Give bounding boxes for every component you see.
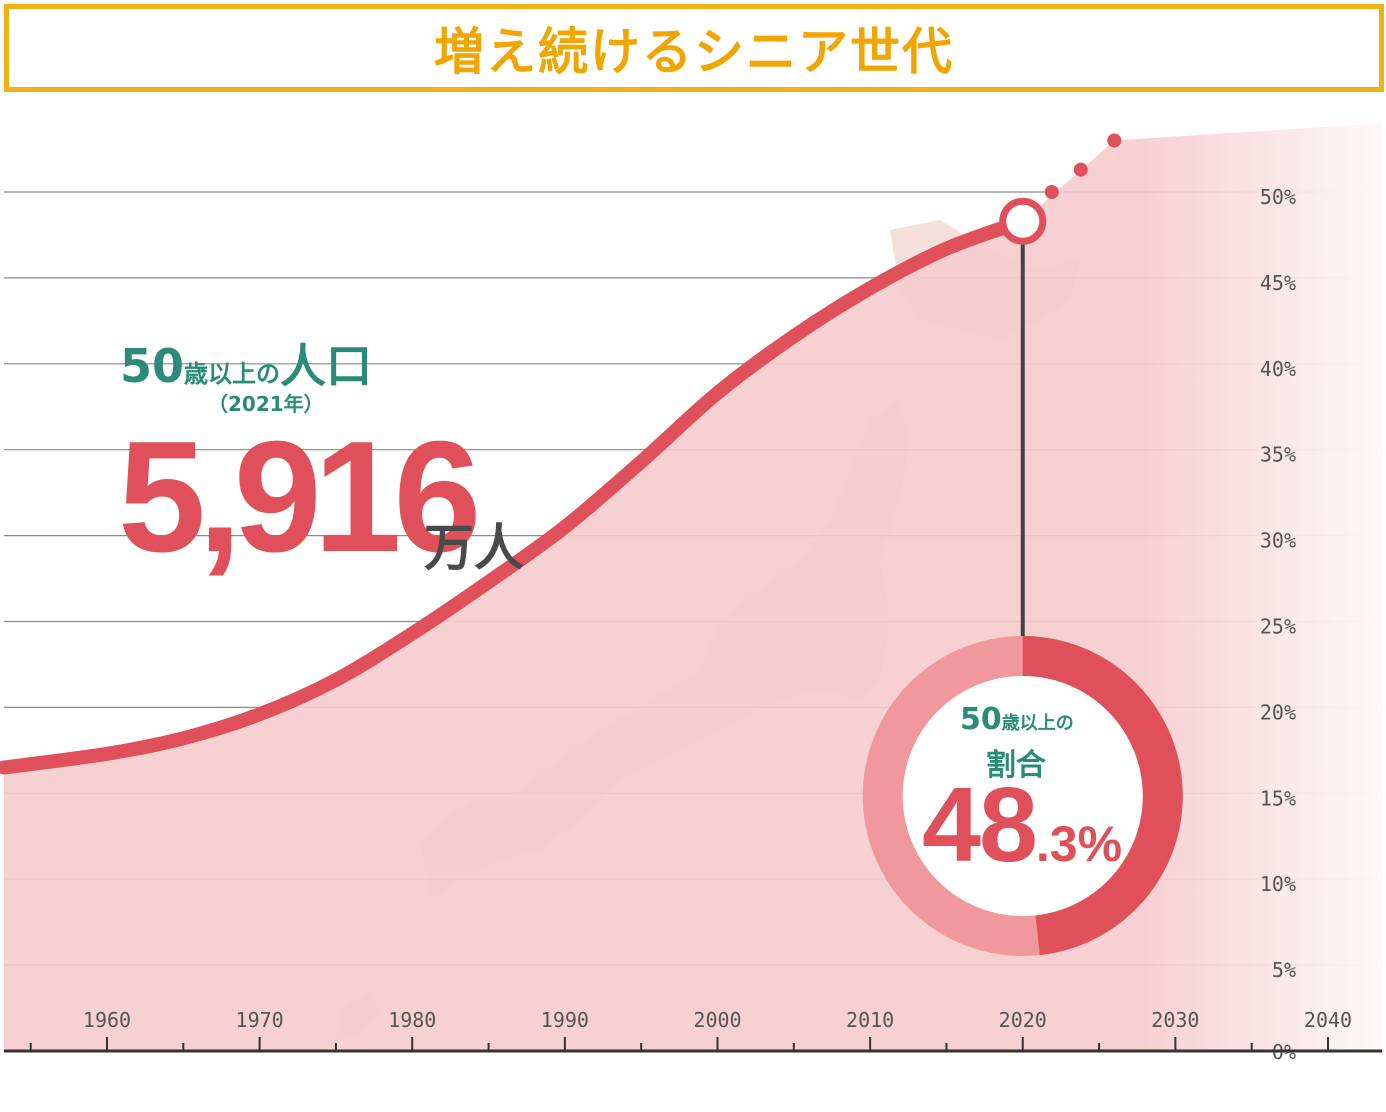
population-label: 50歳以上の人口 — [120, 330, 372, 396]
ratio-label-small: 歳以上の — [1001, 713, 1074, 734]
ratio-donut — [862, 636, 1183, 956]
x-tick-label: 1980 — [388, 1008, 436, 1032]
ratio-value-int: 48 — [922, 766, 1038, 884]
y-tick-label: 25% — [1260, 615, 1296, 639]
y-tick-label: 35% — [1260, 443, 1296, 467]
x-tick-label: 2000 — [693, 1008, 741, 1032]
series-line — [0, 214, 1030, 775]
x-tick-label: 2040 — [1304, 1008, 1352, 1032]
x-tick-label: 2020 — [999, 1008, 1047, 1032]
donut-center — [902, 676, 1143, 916]
x-tick-label: 2010 — [846, 1008, 894, 1032]
ratio-label: 50歳以上の — [960, 702, 1074, 737]
ratio-value-dec: .3 — [1035, 816, 1078, 872]
x-tick-label: 1990 — [541, 1008, 589, 1032]
ratio-value: 48.3% — [922, 772, 1122, 878]
y-axis-ticks: 0%5%10%15%20%25%30%35%40%45%50% — [1260, 185, 1296, 1064]
projection-dots — [1044, 133, 1122, 199]
projection-dot — [1107, 133, 1122, 148]
title-box: 増え続けるシニア世代 — [4, 4, 1384, 92]
y-tick-label: 15% — [1260, 786, 1296, 810]
projection-dot — [1044, 185, 1059, 199]
population-label-kanji: 人口 — [280, 339, 373, 393]
y-tick-label: 50% — [1260, 185, 1296, 209]
x-tick-label: 1960 — [83, 1008, 131, 1032]
fade-overlay — [1144, 120, 1382, 1051]
y-tick-label: 20% — [1260, 700, 1296, 724]
ratio-value-pct: % — [1077, 816, 1123, 872]
population-label-num: 50 — [120, 339, 185, 393]
y-tick-label: 5% — [1272, 958, 1296, 982]
x-axis: 1960 1970 1980 1990 2000 2010 2020 2030 2040 — [4, 1008, 1382, 1053]
population-unit: 万人 — [424, 519, 524, 577]
x-tick-label: 1970 — [236, 1008, 284, 1032]
donut-value-arc — [1022, 636, 1183, 956]
page-title: 増え続けるシニア世代 — [434, 23, 954, 81]
y-tick-label: 10% — [1260, 872, 1296, 896]
population-year: （2021年） — [208, 392, 324, 416]
y-tick-label: 45% — [1260, 271, 1296, 295]
ratio-label-num: 50 — [960, 702, 1002, 737]
x-tick-label: 2030 — [1151, 1008, 1199, 1032]
highlight-marker — [999, 197, 1047, 245]
projection-dot — [1073, 162, 1088, 177]
y-tick-label: 30% — [1260, 529, 1296, 553]
population-value: 5,916 — [118, 409, 481, 585]
ratio-label-kanji: 割合 — [986, 748, 1046, 783]
y-tick-label: 40% — [1260, 357, 1296, 381]
population-label-small: 歳以上の — [184, 360, 281, 388]
